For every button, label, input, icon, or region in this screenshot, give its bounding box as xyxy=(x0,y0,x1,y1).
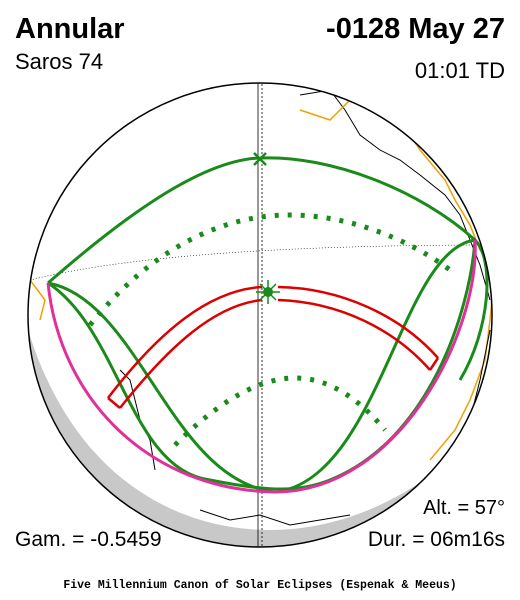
globe-outline xyxy=(27,82,493,548)
penumbra-curve xyxy=(47,281,276,494)
title: Annular xyxy=(15,13,125,45)
night-shadow-edge xyxy=(28,300,492,547)
magnitude-curve xyxy=(173,375,387,447)
central-path-north xyxy=(107,285,263,399)
subsolar-marker xyxy=(253,152,267,166)
duration: Dur. = 06m16s xyxy=(368,528,505,551)
horizon-line xyxy=(29,244,492,281)
penumbra-curve xyxy=(274,238,489,494)
rise-set-curve xyxy=(46,239,477,494)
coastline xyxy=(199,509,351,526)
central-path-south xyxy=(277,298,431,371)
central-path-north xyxy=(277,285,439,359)
border xyxy=(29,279,46,321)
central-path-end xyxy=(107,397,121,409)
time: 01:01 TD xyxy=(415,58,505,83)
gamma: Gam. = -0.5459 xyxy=(15,528,162,551)
penumbra-south-limit xyxy=(47,239,477,491)
date: -0128 May 27 xyxy=(326,13,505,45)
greatest-eclipse-marker xyxy=(256,280,280,304)
altitude: Alt. = 57° xyxy=(423,497,505,519)
footer: Five Millennium Canon of Solar Eclipses … xyxy=(63,579,456,592)
central-path-south xyxy=(119,298,263,409)
saros: Saros 74 xyxy=(15,49,103,74)
magnitude-curve xyxy=(88,212,452,327)
central-path-end xyxy=(428,357,440,371)
